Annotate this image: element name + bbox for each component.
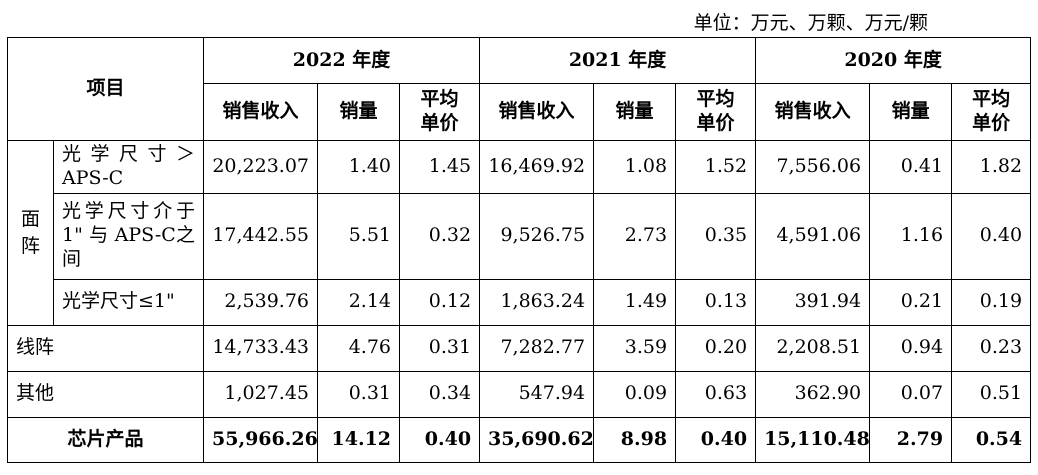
cell-volume: 3.59	[593, 324, 677, 372]
table-row: 光学尺寸介于1" 与 APS-C之间 17,442.55 5.51 0.32 9…	[8, 192, 1032, 280]
cell-price: 0.35	[675, 192, 757, 280]
cell-volume: 0.31	[317, 370, 401, 418]
header-year-2021: 2021 年度	[479, 37, 757, 84]
cell-price: 0.40	[675, 416, 757, 463]
header-volume: 销量	[317, 83, 401, 141]
header-avg-price: 平均单价	[675, 83, 757, 141]
cell-revenue: 14,733.43	[203, 324, 319, 372]
cell-volume: 0.21	[869, 278, 953, 326]
cell-revenue: 362.90	[755, 370, 871, 418]
cell-revenue: 35,690.62	[479, 416, 595, 463]
cell-volume: 0.09	[593, 370, 677, 418]
cell-volume: 1.08	[593, 140, 677, 194]
cell-price: 1.52	[675, 140, 757, 194]
cell-revenue: 20,223.07	[203, 140, 319, 194]
cell-volume: 0.07	[869, 370, 953, 418]
cell-revenue: 7,556.06	[755, 140, 871, 194]
cell-revenue: 2,539.76	[203, 278, 319, 326]
header-revenue: 销售收入	[755, 83, 871, 141]
cell-revenue: 1,863.24	[479, 278, 595, 326]
cell-price: 1.82	[951, 140, 1032, 194]
cell-revenue: 2,208.51	[755, 324, 871, 372]
cell-price: 0.12	[399, 278, 481, 326]
cell-price: 0.40	[399, 416, 481, 463]
cell-volume: 0.41	[869, 140, 953, 194]
header-revenue: 销售收入	[479, 83, 595, 141]
cell-price: 1.45	[399, 140, 481, 194]
cell-revenue: 55,966.26	[203, 416, 319, 463]
group-area-label: 面阵	[7, 140, 54, 326]
header-revenue: 销售收入	[203, 83, 319, 141]
cell-revenue: 7,282.77	[479, 324, 595, 372]
cell-revenue: 547.94	[479, 370, 595, 418]
header-volume: 销量	[593, 83, 677, 141]
group-line-label: 线阵	[6, 324, 205, 372]
cell-volume: 4.76	[317, 324, 401, 372]
header-avg-price: 平均单价	[399, 83, 481, 141]
table-row: 线阵 14,733.43 4.76 0.31 7,282.77 3.59 0.2…	[6, 324, 1032, 372]
cell-volume: 1.16	[869, 192, 953, 280]
row-label: 光学尺寸≤1"	[52, 278, 205, 326]
cell-price: 0.20	[675, 324, 757, 372]
row-label: 光学尺寸介于1" 与 APS-C之间	[52, 192, 205, 280]
cell-volume: 8.98	[593, 416, 677, 463]
cell-price: 0.32	[399, 192, 481, 280]
cell-price: 0.51	[951, 370, 1032, 418]
table-row: 面阵 光学尺寸＞APS-C 20,223.07 1.40 1.45 16,469…	[7, 140, 1032, 326]
cell-volume: 1.49	[593, 278, 677, 326]
cell-revenue: 391.94	[755, 278, 871, 326]
group-other-label: 其他	[6, 370, 205, 418]
cell-volume: 2.73	[593, 192, 677, 280]
header-item: 项目	[6, 37, 205, 141]
row-label: 光学尺寸＞APS-C	[52, 140, 205, 194]
cell-price: 0.34	[399, 370, 481, 418]
header-avg-price: 平均单价	[951, 83, 1032, 141]
cell-revenue: 17,442.55	[203, 192, 319, 280]
table-row-total: 芯片产品 55,966.26 14.12 0.40 35,690.62 8.98…	[6, 416, 1032, 463]
unit-note: 单位：万元、万颗、万元/颗	[693, 12, 928, 34]
cell-price: 0.13	[675, 278, 757, 326]
sales-table: 项目 2022 年度 2021 年度 2020 年度 销售收入 销量 平均单价 …	[6, 37, 1032, 463]
cell-price: 0.19	[951, 278, 1032, 326]
cell-price: 0.63	[675, 370, 757, 418]
cell-revenue: 4,591.06	[755, 192, 871, 280]
cell-revenue: 9,526.75	[479, 192, 595, 280]
cell-volume: 14.12	[317, 416, 401, 463]
group-total-label: 芯片产品	[6, 416, 205, 463]
header-year-2022: 2022 年度	[203, 37, 481, 84]
cell-price: 0.23	[951, 324, 1032, 372]
header-volume: 销量	[869, 83, 953, 141]
cell-price: 0.31	[399, 324, 481, 372]
cell-volume: 2.79	[869, 416, 953, 463]
table-row: 其他 1,027.45 0.31 0.34 547.94 0.09 0.63 3…	[6, 370, 1032, 418]
cell-revenue: 16,469.92	[479, 140, 595, 194]
cell-revenue: 1,027.45	[203, 370, 319, 418]
cell-volume: 0.94	[869, 324, 953, 372]
cell-revenue: 15,110.48	[755, 416, 871, 463]
cell-volume: 1.40	[317, 140, 401, 194]
cell-volume: 2.14	[317, 278, 401, 326]
cell-volume: 5.51	[317, 192, 401, 280]
header-year-2020: 2020 年度	[755, 37, 1032, 84]
cell-price: 0.54	[951, 416, 1032, 463]
cell-price: 0.40	[951, 192, 1032, 280]
table-row: 光学尺寸≤1" 2,539.76 2.14 0.12 1,863.24 1.49…	[8, 278, 1032, 326]
